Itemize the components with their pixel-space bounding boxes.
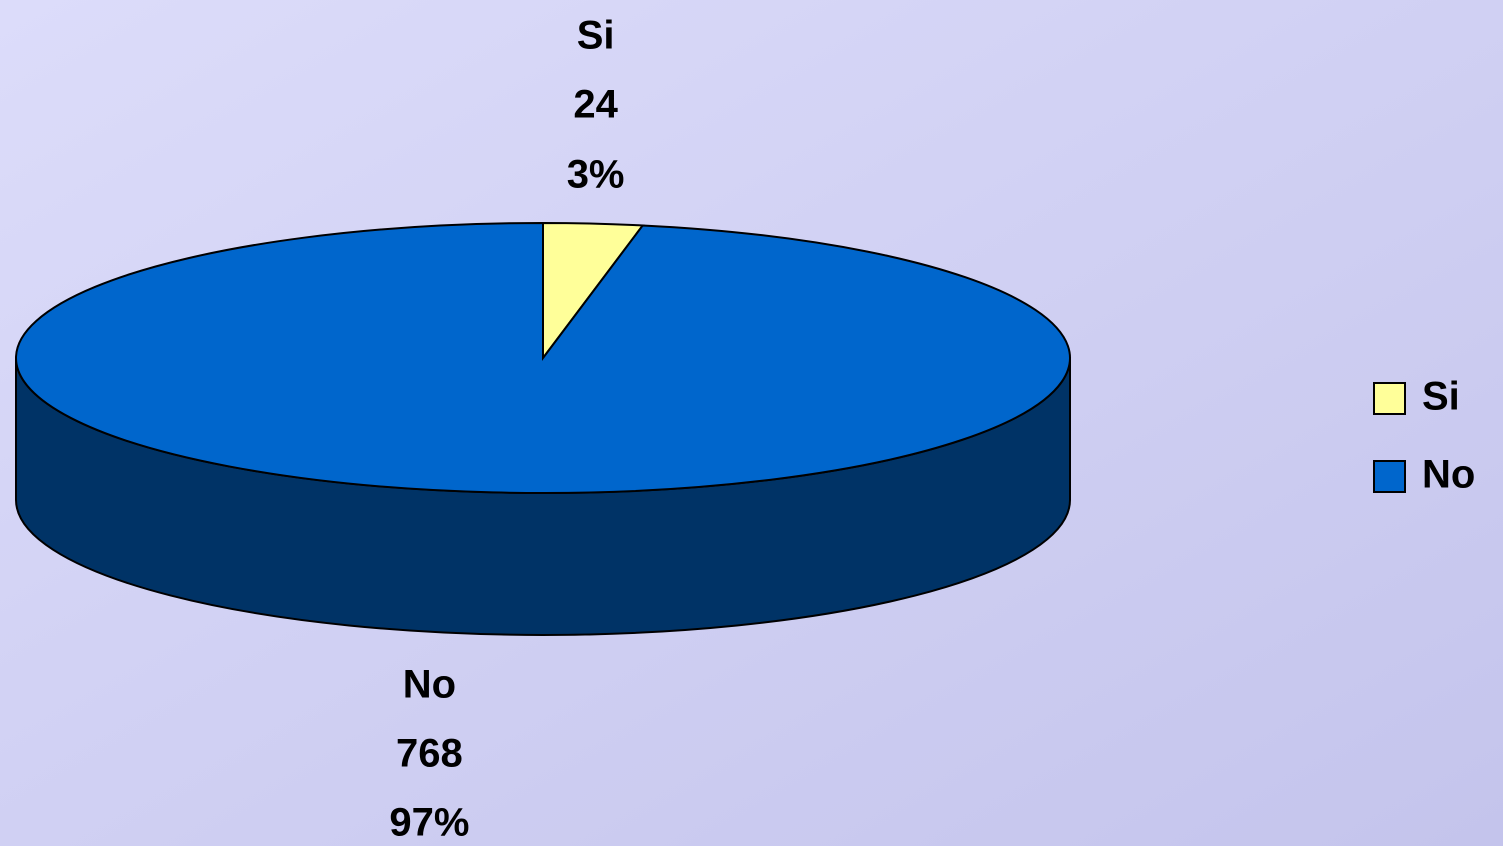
legend-label: Si <box>1422 375 1460 419</box>
slice-label-name: Si <box>577 14 615 58</box>
plot: Si 24 3% No 768 97% Si No <box>15 14 1475 845</box>
pie-slice <box>15 221 1071 494</box>
legend-swatch <box>1373 382 1406 415</box>
slice-label-value: 768 <box>396 732 463 776</box>
slice-label-name: No <box>403 663 456 707</box>
slice-label-percent: 97% <box>389 801 469 845</box>
legend-label: No <box>1422 453 1475 497</box>
slice-label-percent: 3% <box>567 153 625 197</box>
slice-label-value: 24 <box>573 83 618 127</box>
legend-swatch <box>1373 460 1406 493</box>
